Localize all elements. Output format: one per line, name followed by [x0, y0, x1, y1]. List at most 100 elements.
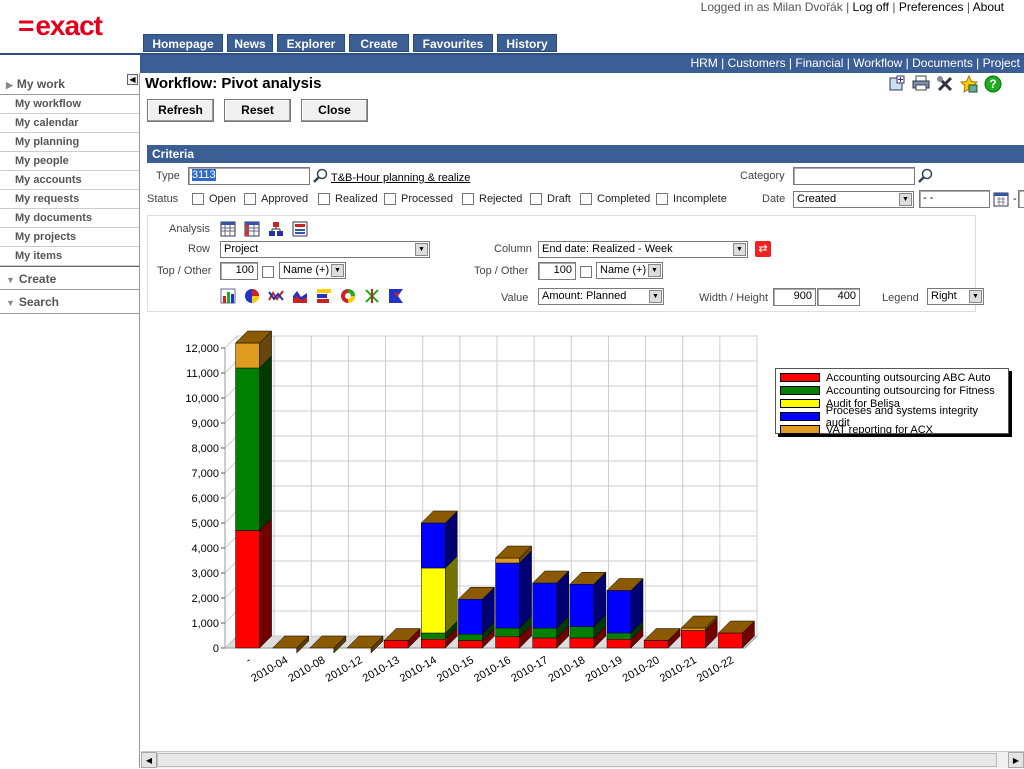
nav-financial[interactable]: Financial: [795, 56, 844, 70]
tab-news[interactable]: News: [227, 34, 273, 52]
status-rejected-checkbox[interactable]: [462, 193, 474, 205]
help-icon[interactable]: ?: [984, 75, 1002, 93]
collapse-sidebar-icon[interactable]: ◀: [127, 74, 138, 85]
type-description-link[interactable]: T&B-Hour planning & realize: [331, 172, 471, 184]
y-tick-label: 8,000: [191, 443, 219, 455]
header-divider: [0, 53, 1024, 55]
reset-button[interactable]: Reset: [224, 99, 291, 122]
funnel-chart-icon[interactable]: [388, 288, 404, 304]
pie-chart-icon[interactable]: [244, 288, 260, 304]
legend-swatch: [780, 399, 820, 408]
date-from-input[interactable]: - -: [919, 190, 990, 208]
favorite-star-icon[interactable]: [959, 74, 979, 93]
swap-axes-icon[interactable]: ⇄: [755, 241, 771, 257]
sidebar-create[interactable]: ▼ Create: [0, 266, 139, 290]
grid-line-diagonal: [224, 635, 238, 649]
category-input[interactable]: [793, 167, 915, 185]
donut-chart-icon[interactable]: [340, 288, 356, 304]
tab-history[interactable]: History: [497, 34, 557, 52]
sidebar-item-my-workflow[interactable]: My workflow: [0, 95, 139, 114]
date-to-input[interactable]: [1018, 190, 1024, 208]
scroll-right-icon[interactable]: ▶: [1008, 752, 1024, 768]
legend-position-select[interactable]: Right ▼: [927, 288, 984, 305]
about-link[interactable]: About: [972, 0, 1004, 14]
area-chart-icon[interactable]: [292, 288, 308, 304]
grid-view-icon[interactable]: [220, 221, 236, 237]
top-count-input[interactable]: 100: [220, 262, 258, 280]
status-completed-checkbox[interactable]: [580, 193, 592, 205]
tab-explorer[interactable]: Explorer: [277, 34, 345, 52]
tools-icon[interactable]: [936, 75, 954, 93]
bar-segment: [458, 599, 483, 635]
chevron-down-icon: ▼: [648, 264, 661, 277]
bar-segment: [383, 640, 409, 649]
sidebar-item-my-planning[interactable]: My planning: [0, 133, 139, 152]
scroll-thumb[interactable]: [157, 753, 997, 767]
search-icon[interactable]: [313, 168, 329, 187]
exact-logo[interactable]: =exact: [18, 10, 103, 41]
print-icon[interactable]: [912, 75, 930, 93]
nav-workflow[interactable]: Workflow: [853, 56, 903, 70]
sidebar-item-my-items[interactable]: My items: [0, 247, 139, 266]
tab-favourites[interactable]: Favourites: [413, 34, 493, 52]
horizontal-bar-chart-icon[interactable]: [316, 288, 332, 304]
grid-line-diagonal: [224, 535, 238, 549]
sidebar-item-my-accounts[interactable]: My accounts: [0, 171, 139, 190]
chart-height-input[interactable]: 400: [817, 288, 860, 306]
status-incomplete-checkbox[interactable]: [656, 193, 668, 205]
top-count-input-column[interactable]: 100: [538, 262, 576, 280]
sidebar-my-work[interactable]: ▶ My work: [0, 73, 139, 95]
sidebar-item-my-requests[interactable]: My requests: [0, 190, 139, 209]
tab-homepage[interactable]: Homepage: [143, 34, 223, 52]
search-icon[interactable]: [918, 168, 934, 187]
bar-top: [494, 545, 533, 559]
column-select[interactable]: End date: Realized - Week ▼: [538, 241, 748, 258]
grid-line-diagonal: [224, 335, 238, 349]
status-open-checkbox[interactable]: [192, 193, 204, 205]
chart-width-input[interactable]: 900: [773, 288, 816, 306]
bar-segment: [458, 634, 483, 641]
type-input[interactable]: 3113: [188, 167, 310, 185]
horizontal-scrollbar[interactable]: ◀ ▶: [141, 751, 1024, 768]
status-processed-checkbox[interactable]: [384, 193, 396, 205]
sidebar-search[interactable]: ▼ Search: [0, 290, 139, 314]
sidebar-item-my-people[interactable]: My people: [0, 152, 139, 171]
hierarchy-view-icon[interactable]: [268, 221, 284, 237]
chevron-down-icon: ▼: [415, 243, 428, 256]
status-realized-checkbox[interactable]: [318, 193, 330, 205]
date-type-select[interactable]: Created ▼: [793, 191, 914, 208]
calendar-icon[interactable]: [993, 191, 1009, 210]
close-button[interactable]: Close: [301, 99, 368, 122]
grid-line-diagonal: [224, 610, 238, 624]
status-approved-checkbox[interactable]: [244, 193, 256, 205]
preferences-link[interactable]: Preferences: [898, 0, 964, 14]
row-sort-select[interactable]: Name (+) ▼: [279, 262, 346, 279]
nav-project[interactable]: Project: [982, 56, 1020, 70]
x-tick-label: 2010-18: [546, 654, 587, 685]
status-draft-checkbox[interactable]: [530, 193, 542, 205]
nav-hrm[interactable]: HRM: [690, 56, 718, 70]
type-label: Type: [156, 170, 180, 182]
scatter-chart-icon[interactable]: [364, 288, 380, 304]
sidebar-item-my-documents[interactable]: My documents: [0, 209, 139, 228]
other-checkbox-column[interactable]: [580, 266, 592, 278]
tab-create[interactable]: Create: [349, 34, 409, 52]
row-select[interactable]: Project ▼: [220, 241, 430, 258]
grid-line-diagonal: [224, 485, 238, 499]
report-view-icon[interactable]: [292, 221, 308, 237]
table-view-icon[interactable]: [244, 221, 260, 237]
sidebar-item-my-calendar[interactable]: My calendar: [0, 114, 139, 133]
bar-chart-icon[interactable]: [220, 288, 236, 304]
refresh-button[interactable]: Refresh: [147, 99, 214, 122]
sidebar-item-my-projects[interactable]: My projects: [0, 228, 139, 247]
other-checkbox[interactable]: [262, 266, 274, 278]
add-favorite-icon[interactable]: [888, 75, 906, 93]
column-sort-select[interactable]: Name (+) ▼: [596, 262, 663, 279]
x-tick-label: 2010-16: [472, 654, 513, 685]
nav-documents[interactable]: Documents: [912, 56, 973, 70]
value-select[interactable]: Amount: Planned ▼: [538, 288, 664, 305]
nav-customers[interactable]: Customers: [727, 56, 786, 70]
line-chart-icon[interactable]: [268, 288, 284, 304]
logoff-link[interactable]: Log off: [852, 0, 890, 14]
scroll-left-icon[interactable]: ◀: [141, 752, 157, 768]
